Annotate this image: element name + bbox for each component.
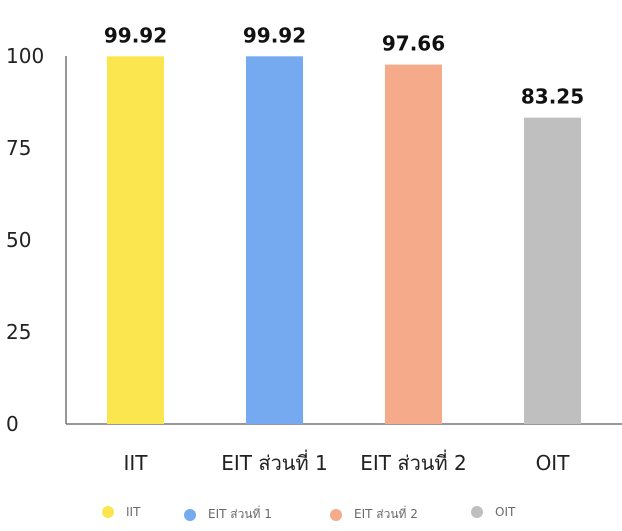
y-tick-label: 50 [6,228,31,252]
legend-swatch-iit [102,506,114,518]
bar [246,56,303,424]
x-tick-label: EIT ส่วนที่ 2 [360,449,466,475]
data-label: 99.92 [243,23,306,47]
x-tick-label: IIT [123,451,148,475]
legend-item-eit-1[interactable]: EIT ส่วนที่ 1 [184,505,272,524]
legend-item-iit[interactable]: IIT [102,505,140,519]
legend-label-iit: IIT [126,505,141,519]
bar [524,117,581,424]
data-label: 99.92 [104,23,167,47]
y-tick-label: 25 [6,320,31,344]
bar [107,56,164,424]
legend-swatch-eit-1 [184,508,196,521]
y-tick-label: 0 [6,412,19,436]
legend-swatch-oit [471,506,483,518]
y-tick-label: 100 [6,44,44,68]
data-label: 97.66 [382,32,445,56]
legend-label-eit-1: EIT ส่วนที่ 1 [208,507,272,521]
x-tick-label: EIT ส่วนที่ 1 [221,449,327,475]
legend-swatch-eit-2 [330,508,342,521]
x-tick-label: OIT [536,451,571,475]
data-label: 83.25 [521,85,584,109]
y-tick-label: 75 [6,136,31,160]
legend-item-eit-2[interactable]: EIT ส่วนที่ 2 [330,505,418,524]
bar [385,64,442,424]
bar-chart-canvas: 0 25 50 75 100 99.92 IIT 99.92 EIT ส่วนที่ 1 97.6… [6,23,622,475]
legend-label-oit: OIT [495,505,516,519]
legend-item-oit[interactable]: OIT [471,505,515,519]
legend: IIT EIT ส่วนที่ 1 EIT ส่วนที่ 2 OIT [0,505,622,527]
legend-label-eit-2: EIT ส่วนที่ 2 [354,507,418,521]
